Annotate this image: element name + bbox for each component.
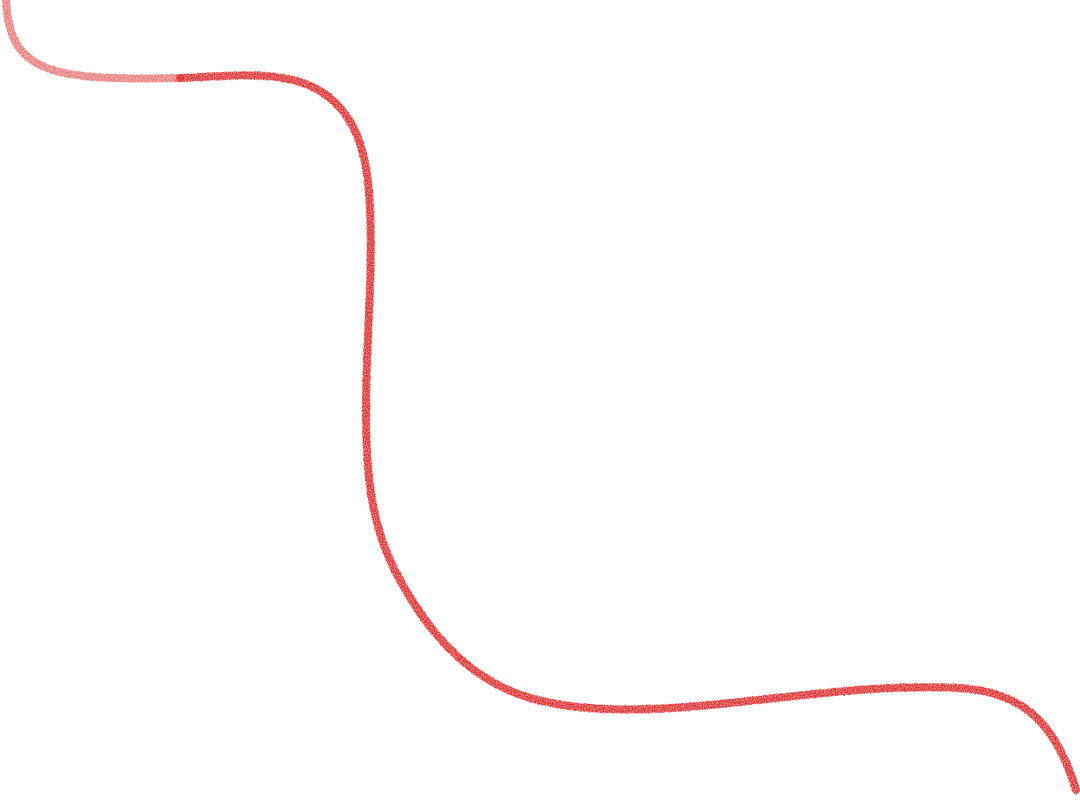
stroke bbox=[176, 71, 1080, 794]
stroke-start bbox=[2, 0, 184, 83]
